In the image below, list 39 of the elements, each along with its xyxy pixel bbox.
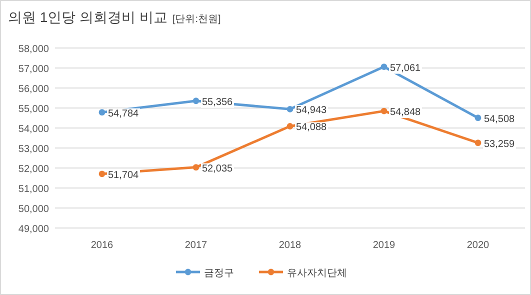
data-label: 54,784 xyxy=(108,108,140,120)
chart-title: 의원 1인당 의회경비 비교 xyxy=(8,9,168,25)
data-label: 55,356 xyxy=(202,96,234,108)
data-label: 54,943 xyxy=(296,105,328,116)
y-tick-label: 49,000 xyxy=(18,224,50,235)
y-tick-label: 56,000 xyxy=(18,84,50,95)
legend-label: 유사자치단체 xyxy=(287,268,347,279)
data-label: 54,848 xyxy=(390,107,422,118)
y-tick-label: 57,000 xyxy=(18,64,50,75)
y-tick-label: 51,000 xyxy=(18,184,50,195)
y-tick-label: 58,000 xyxy=(18,44,50,55)
point xyxy=(192,164,200,170)
point xyxy=(286,123,294,130)
data-label: 54,088 xyxy=(296,122,328,134)
x-tick-label: 2016 xyxy=(90,240,114,251)
x-tick-label: 2020 xyxy=(466,240,490,251)
legend-label: 금정구 xyxy=(204,268,234,279)
x-tick-label: 2017 xyxy=(184,240,208,251)
point xyxy=(98,170,106,178)
x-tick-label: 2018 xyxy=(278,240,302,251)
point xyxy=(286,106,294,112)
point xyxy=(474,114,482,122)
point xyxy=(98,109,106,116)
y-tick-label: 50,000 xyxy=(18,204,50,215)
y-tick-label: 53,000 xyxy=(18,144,50,155)
x-tick-label: 2019 xyxy=(372,240,396,251)
point xyxy=(192,98,200,104)
point xyxy=(474,140,482,146)
data-label: 51,704 xyxy=(108,170,140,181)
chart-subtitle: [단위:천원] xyxy=(172,14,222,25)
point xyxy=(380,64,388,70)
point xyxy=(380,108,388,114)
data-label: 54,508 xyxy=(484,114,516,125)
y-tick-label: 55,000 xyxy=(18,104,50,115)
data-label: 57,061 xyxy=(390,62,422,74)
data-label: 52,035 xyxy=(202,163,234,174)
y-tick-label: 52,000 xyxy=(18,164,50,175)
data-label: 53,259 xyxy=(484,138,516,150)
y-tick-label: 54,000 xyxy=(18,124,50,135)
